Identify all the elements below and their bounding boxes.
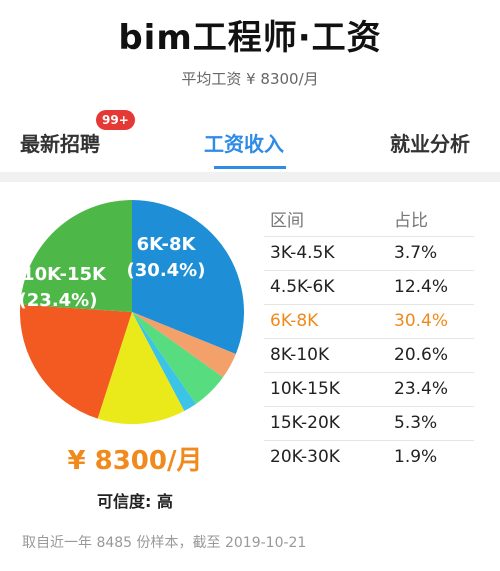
table-row: 20K-30K 1.9%	[264, 440, 474, 475]
range-cell: 8K-10K	[270, 345, 330, 365]
pie-chart-svg: 6K-8K (30.4%) 10K-15K (23.4%)	[19, 200, 244, 424]
pie-slice-10K-15K	[20, 200, 132, 312]
pie-label-percentage: (30.4%)	[127, 260, 206, 281]
pie-slice-3K-4.5K	[132, 312, 236, 378]
table-row: 10K-15K 23.4%	[264, 372, 474, 407]
pct-cell: 20.6%	[394, 345, 449, 365]
range-cell: 15K-20K	[270, 413, 340, 433]
average-salary: ¥ 8300/月	[67, 446, 203, 476]
pie-slice-20K-30K	[132, 312, 196, 412]
pie-slice-15K-20K	[132, 312, 224, 404]
table-row: 4.5K-6K 12.4%	[264, 270, 474, 305]
pie-slice-4.5K-6K	[97, 312, 185, 424]
pie-slice-8K-10K	[20, 304, 132, 419]
page-title: bim工程师·工资	[118, 18, 382, 58]
pie-slice-6K-8K	[132, 200, 244, 354]
table-row: 15K-20K 5.3%	[264, 406, 474, 441]
range-cell: 10K-15K	[270, 379, 340, 399]
active-tab-indicator	[214, 166, 286, 169]
pct-cell: 3.7%	[394, 243, 438, 263]
salary-pie-chart: 6K-8K (30.4%) 10K-15K (23.4%)	[0, 190, 262, 480]
table-row: 8K-10K 20.6%	[264, 338, 474, 373]
section-divider	[0, 172, 500, 182]
header-range: 区间	[270, 211, 304, 231]
range-cell: 4.5K-6K	[270, 277, 335, 297]
average-salary-subtitle: 平均工资 ¥ 8300/月	[181, 70, 319, 88]
confidence-value: 高	[156, 492, 173, 511]
tab-salary[interactable]: 工资收入	[204, 132, 284, 156]
pie-label-percentage: (23.4%)	[19, 290, 98, 311]
confidence-level: 可信度: 高	[60, 488, 210, 512]
pie-label: 6K-8K	[137, 234, 197, 255]
pct-cell: 30.4%	[394, 311, 449, 331]
range-cell: 6K-8K	[270, 311, 319, 331]
pct-cell: 23.4%	[394, 379, 449, 399]
pct-cell: 12.4%	[394, 277, 449, 297]
range-cell: 20K-30K	[270, 447, 340, 467]
sample-footnote: 取自近一年 8485 份样本，截至 2019-10-21	[22, 535, 307, 551]
tab-latest-jobs[interactable]: 最新招聘	[20, 132, 100, 156]
notification-badge: 99+	[96, 110, 135, 130]
header-percentage: 占比	[394, 211, 428, 231]
header: bim工程师·工资 平均工资 ¥ 8300/月	[0, 0, 500, 100]
table-row-highlighted: 6K-8K 30.4%	[264, 304, 474, 339]
table-row: 3K-4.5K 3.7%	[264, 236, 474, 271]
pct-cell: 5.3%	[394, 413, 438, 433]
pie-label: 10K-15K	[22, 264, 107, 285]
range-cell: 3K-4.5K	[270, 243, 335, 263]
tab-employment-analysis[interactable]: 就业分析	[390, 132, 470, 156]
confidence-label: 可信度:	[97, 492, 152, 511]
pct-cell: 1.9%	[394, 447, 438, 467]
